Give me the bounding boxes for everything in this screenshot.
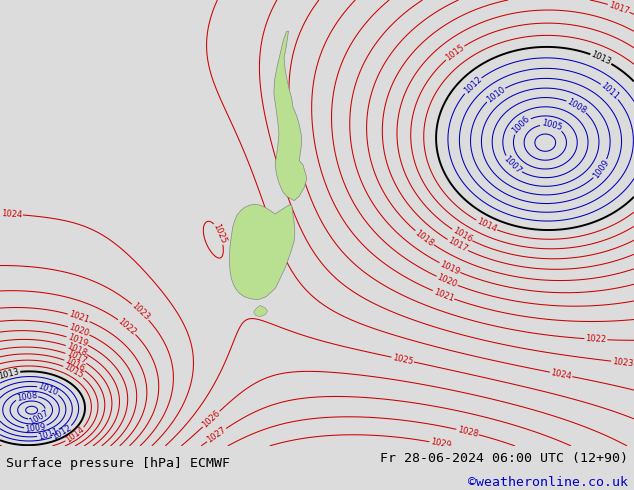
Text: 1009: 1009 (25, 422, 46, 434)
Text: 1014: 1014 (64, 425, 86, 445)
Text: 1022: 1022 (116, 317, 138, 337)
Text: 1017: 1017 (65, 349, 87, 367)
Text: 1008: 1008 (16, 390, 38, 402)
Text: 1007: 1007 (28, 408, 51, 427)
Text: 1023: 1023 (130, 301, 152, 322)
Text: 1010: 1010 (484, 84, 507, 104)
Text: 1016: 1016 (451, 226, 474, 245)
Text: 1012: 1012 (462, 75, 483, 96)
Text: 1021: 1021 (67, 310, 90, 325)
Text: 1027: 1027 (205, 425, 228, 445)
Text: 1015: 1015 (62, 362, 85, 380)
Text: 1007: 1007 (502, 154, 523, 175)
Text: 1020: 1020 (67, 322, 90, 338)
Polygon shape (274, 31, 307, 201)
Text: 1018: 1018 (65, 341, 88, 358)
Polygon shape (230, 204, 295, 300)
Text: 1017: 1017 (446, 236, 469, 254)
Text: 1026: 1026 (200, 409, 222, 430)
Text: 1012: 1012 (51, 423, 74, 442)
Text: 1018: 1018 (413, 228, 436, 248)
Text: 1009: 1009 (591, 158, 611, 180)
Text: 1022: 1022 (585, 334, 607, 344)
Text: 1024: 1024 (550, 368, 573, 381)
Text: 1014: 1014 (475, 217, 498, 234)
Text: 1019: 1019 (66, 333, 89, 349)
Text: 1024: 1024 (1, 209, 22, 220)
Text: 1023: 1023 (612, 357, 633, 368)
Text: 1005: 1005 (540, 119, 563, 133)
Text: 1010: 1010 (37, 381, 60, 397)
Text: 1020: 1020 (436, 273, 458, 289)
Text: 1028: 1028 (456, 425, 479, 439)
Text: ©weatheronline.co.uk: ©weatheronline.co.uk (468, 476, 628, 489)
Text: 1019: 1019 (438, 259, 461, 276)
Text: 1008: 1008 (566, 97, 588, 115)
Text: 1013: 1013 (590, 50, 612, 67)
Text: 1017: 1017 (607, 0, 630, 16)
Text: 1011: 1011 (37, 427, 60, 441)
Text: 1013: 1013 (0, 367, 20, 381)
Text: 1029: 1029 (429, 438, 452, 450)
Text: 1021: 1021 (432, 287, 455, 303)
Text: 1006: 1006 (510, 115, 532, 136)
Text: 1016: 1016 (63, 356, 86, 373)
Text: Surface pressure [hPa] ECMWF: Surface pressure [hPa] ECMWF (6, 457, 230, 470)
Polygon shape (254, 305, 268, 317)
Text: Fr 28-06-2024 06:00 UTC (12+90): Fr 28-06-2024 06:00 UTC (12+90) (380, 452, 628, 465)
Text: 1025: 1025 (392, 353, 414, 366)
Text: 1015: 1015 (444, 43, 466, 63)
Text: 1011: 1011 (599, 81, 621, 102)
Text: 1025: 1025 (212, 222, 228, 245)
